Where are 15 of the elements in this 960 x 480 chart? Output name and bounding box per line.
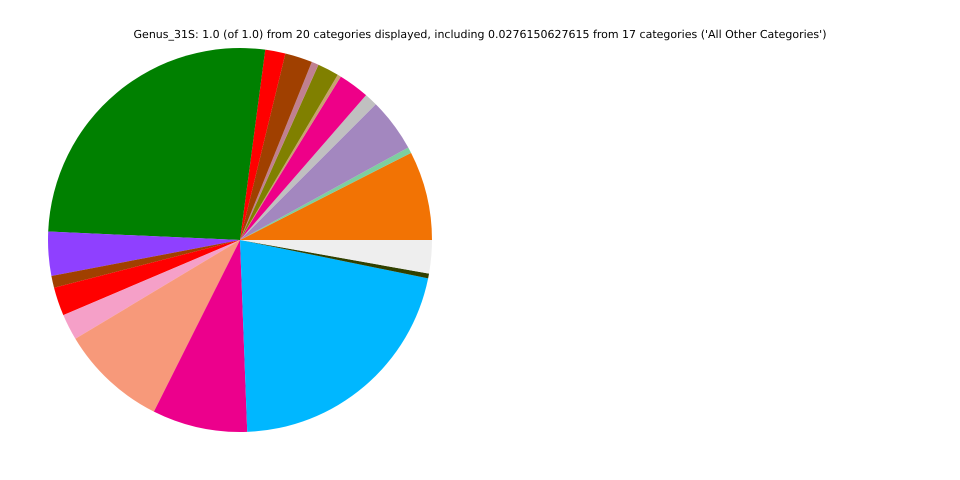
text: Genus_31S: 1.0 (of 1.0) from 20 categories displayed, including 0.0276150627615 from 17 categories ('All Other Categories') [134, 28, 826, 41]
pie-slice [63, 240, 240, 339]
pie-slice [75, 240, 240, 412]
pie-slice [240, 240, 428, 432]
pie-slice [51, 240, 240, 288]
pie-slice [240, 104, 408, 240]
pie-slice [154, 240, 248, 432]
pie-slice [54, 240, 240, 316]
pie-slice [240, 148, 412, 240]
pie-slice [240, 76, 366, 240]
pie-slice [48, 232, 240, 276]
pie-slice [240, 50, 286, 240]
pie-slice [48, 48, 266, 240]
pie-slice [240, 152, 432, 240]
pie-slice [240, 95, 376, 240]
